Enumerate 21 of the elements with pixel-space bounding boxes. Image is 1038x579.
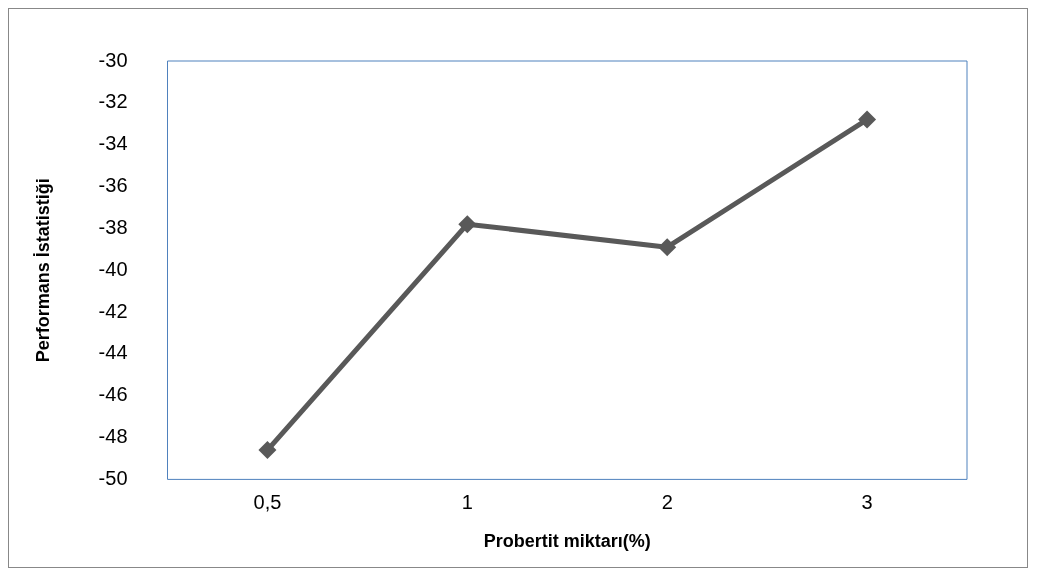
y-tick-label: -36 xyxy=(98,174,128,197)
y-tick-label: -44 xyxy=(98,341,128,364)
point xyxy=(258,441,277,460)
y-tick-label: -34 xyxy=(98,132,128,155)
point xyxy=(658,238,677,257)
x-tick-label: 1 xyxy=(461,490,473,513)
x-axis-title: Probertit miktarı(%) xyxy=(483,531,651,552)
y-tick-label: -38 xyxy=(98,215,128,238)
y-tick-label: -40 xyxy=(98,257,128,280)
point xyxy=(458,215,477,234)
y-tick-label: -30 xyxy=(98,48,128,71)
y-tick-label: -48 xyxy=(98,425,128,448)
y-tick-label: -32 xyxy=(98,90,128,113)
x-tick-label: 0,5 xyxy=(253,490,282,513)
x-tick-label: 3 xyxy=(861,490,873,513)
point xyxy=(858,110,877,129)
y-tick-label: -42 xyxy=(98,299,128,322)
y-tick-label: -46 xyxy=(98,383,128,406)
y-tick-label: -50 xyxy=(98,466,128,489)
x-tick-label: 2 xyxy=(661,490,673,513)
y-axis-title: Performans İstatistiği xyxy=(32,178,53,363)
